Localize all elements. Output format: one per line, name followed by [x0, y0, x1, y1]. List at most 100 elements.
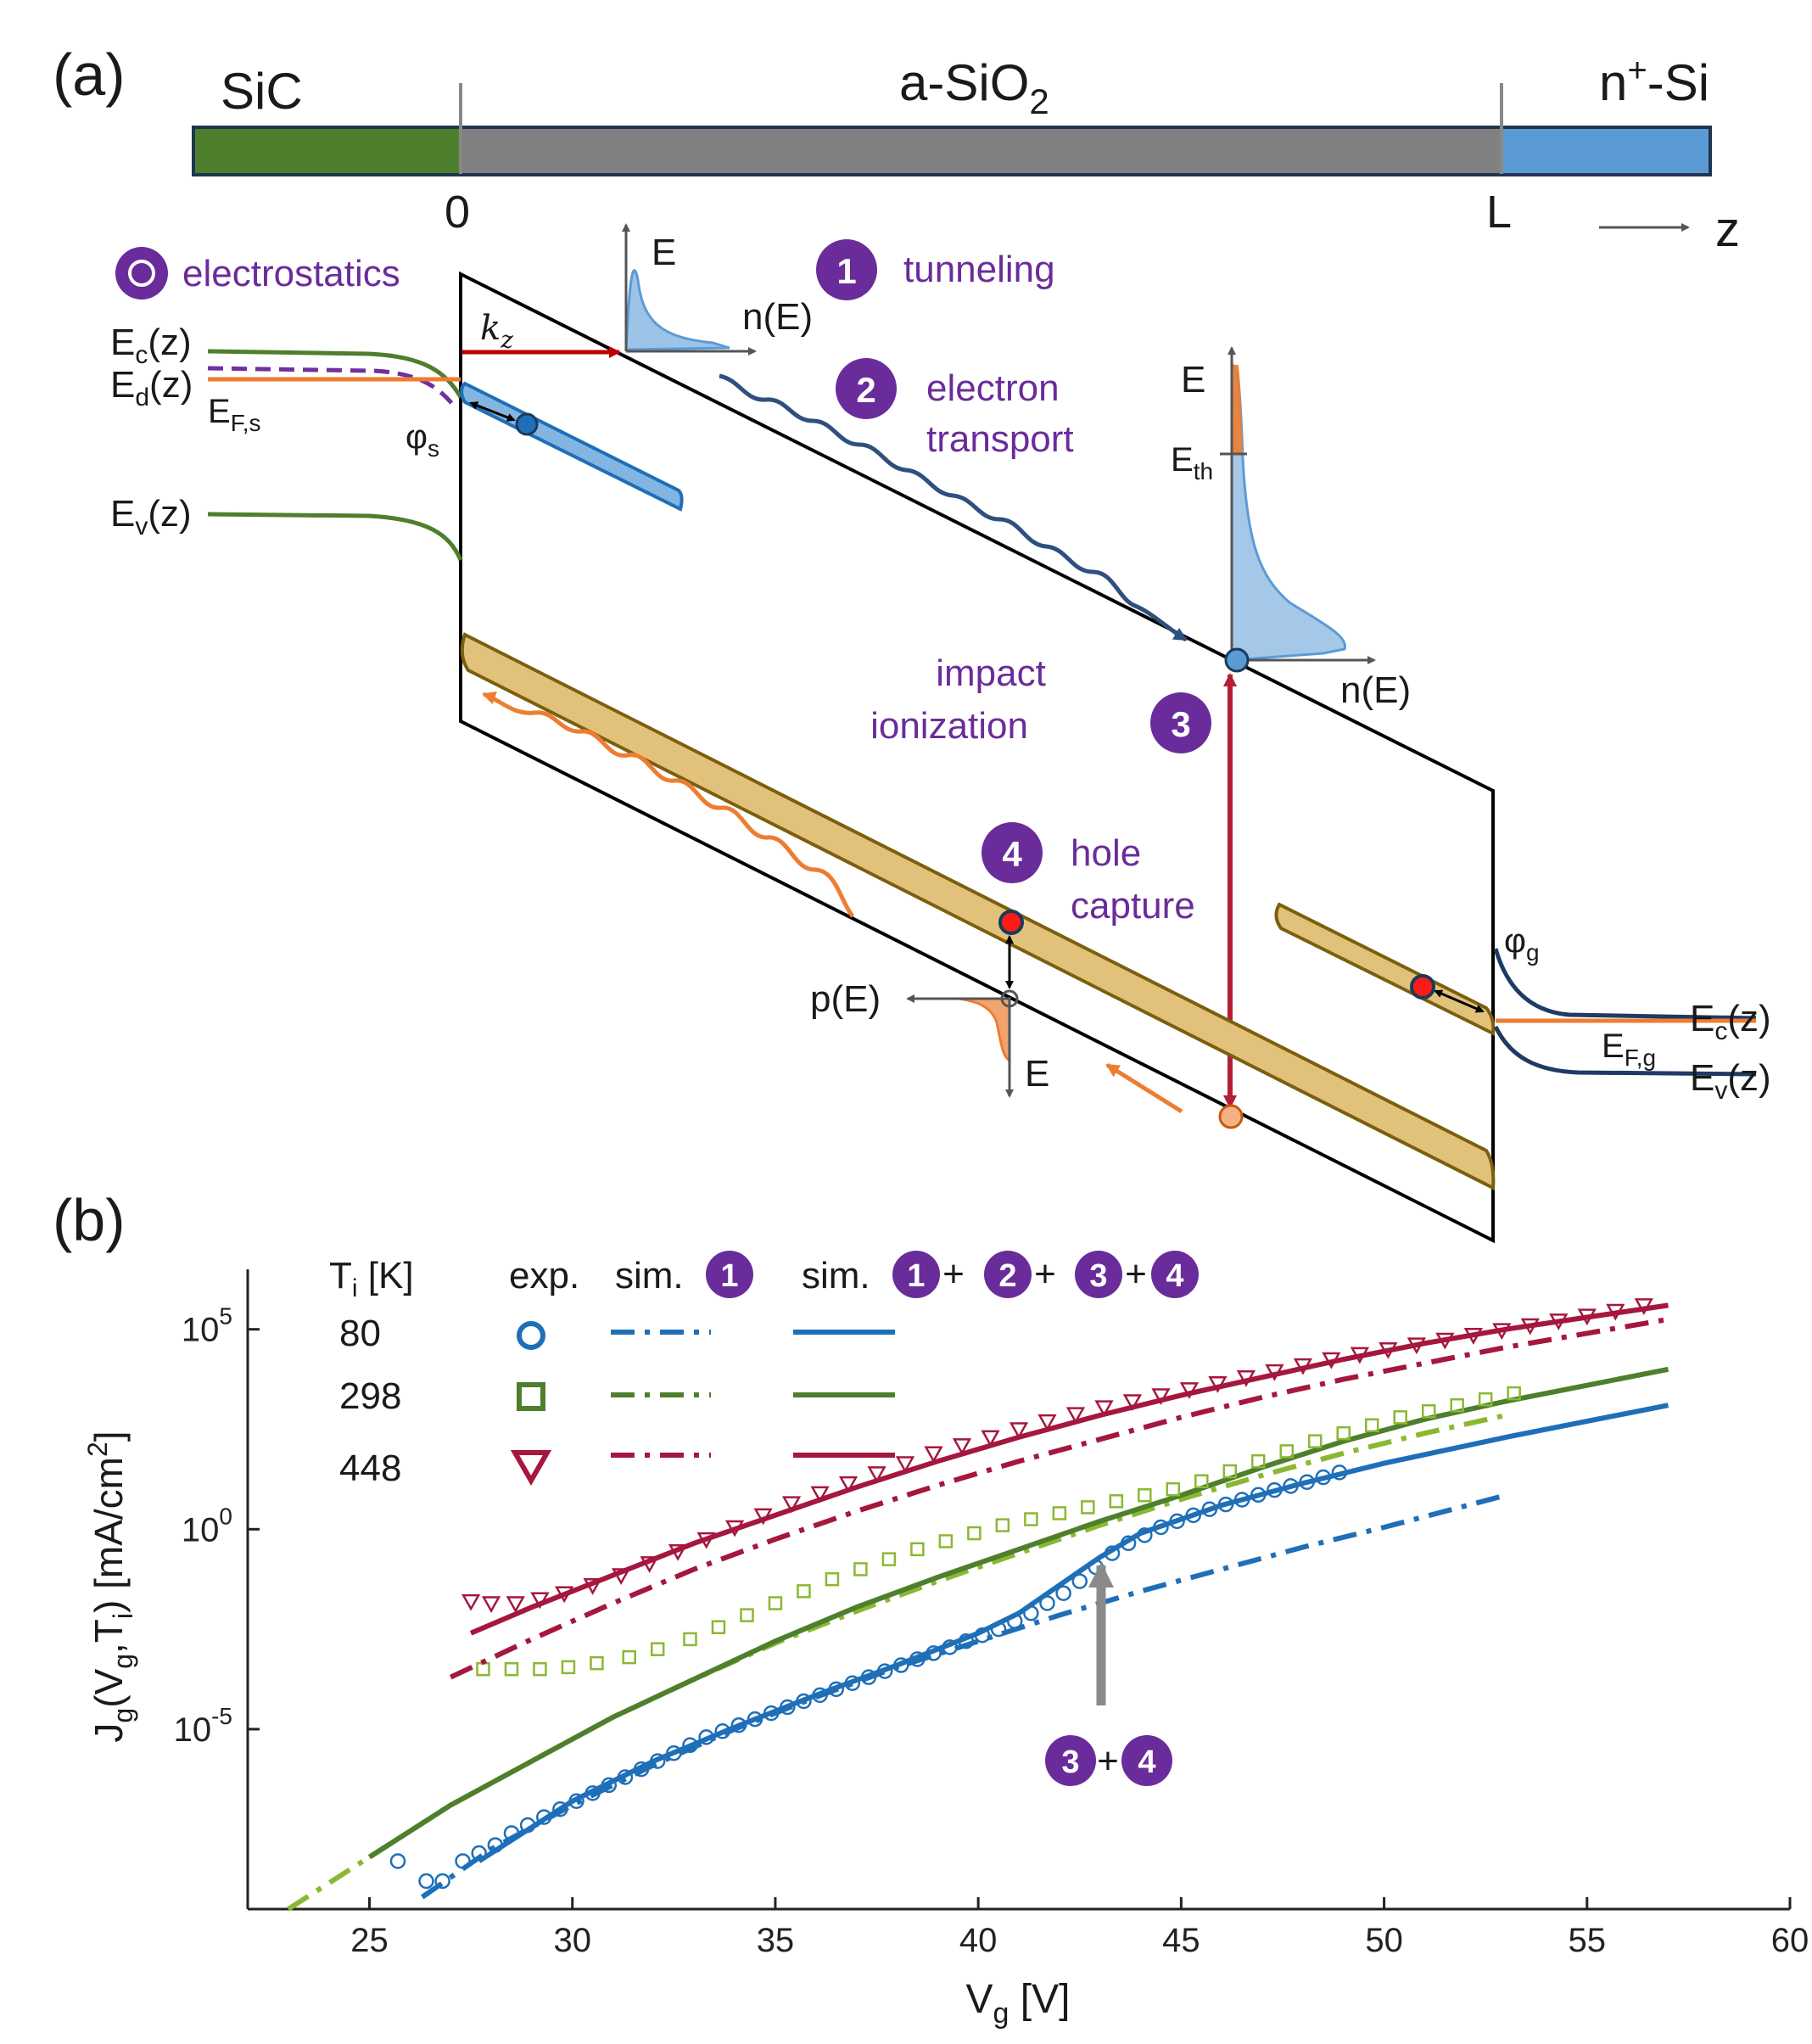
- exp-point: [601, 1777, 618, 1794]
- svg-text:capture: capture: [1071, 885, 1195, 927]
- exp-point: [1236, 1369, 1256, 1387]
- exp-point: [1055, 1585, 1071, 1601]
- exp-point: [590, 1655, 604, 1671]
- trapped-electron: [515, 412, 539, 436]
- exp-point: [753, 1508, 773, 1526]
- legend-temp-448: 448: [339, 1448, 401, 1489]
- exp-point: [1265, 1364, 1284, 1381]
- exp-point: [1006, 1613, 1023, 1629]
- exp-point: [640, 1556, 659, 1573]
- exp-point: [844, 1675, 861, 1691]
- sim-full-line: [478, 1403, 1669, 1863]
- exp-point: [633, 1761, 650, 1778]
- exp-point: [552, 1800, 568, 1817]
- exp-point: [812, 1687, 828, 1704]
- exp-point: [461, 1593, 481, 1611]
- svg-text:2: 2: [856, 370, 875, 410]
- x-tick-label: 55: [1569, 1922, 1607, 1959]
- exp-point: [867, 1466, 886, 1483]
- tunneling-e-label: E: [652, 232, 676, 273]
- oxide-label: a-SiO2: [899, 54, 1049, 121]
- svg-text:+: +: [1125, 1253, 1147, 1295]
- exp-point: [1315, 1469, 1332, 1486]
- exp-point: [668, 1543, 688, 1561]
- exp-point: [568, 1793, 584, 1810]
- sim-full-line: [469, 1302, 1669, 1636]
- exp-point: [895, 1456, 915, 1474]
- y-axis-label: Jg(Vg,Ti) [mA/cm2]: [82, 1431, 138, 1742]
- exp-point: [683, 1632, 697, 1647]
- exp-point: [1208, 1376, 1228, 1393]
- exp-point: [561, 1660, 576, 1675]
- exp-point: [1023, 1605, 1039, 1621]
- exp-point: [825, 1571, 840, 1587]
- mechanism-3: impact ionization 3: [870, 652, 1211, 753]
- exp-point: [724, 1520, 745, 1537]
- exp-point: [650, 1642, 665, 1656]
- panel-b-label: (b): [53, 1187, 126, 1253]
- svg-text:4: 4: [1166, 1258, 1183, 1294]
- exp-point: [910, 1542, 925, 1557]
- badge-2-icon: [836, 358, 897, 419]
- legend-sim1-header: sim.: [615, 1255, 684, 1296]
- hole-e-label: E: [1025, 1053, 1049, 1095]
- y-tick-label: 100: [182, 1503, 232, 1548]
- annotation-badge-4: [1121, 1735, 1172, 1786]
- mechanism-4: 4 hole capture: [982, 822, 1195, 927]
- exp-point: [893, 1657, 909, 1673]
- exp-point: [1450, 1397, 1464, 1413]
- left-ec-label: Ec(z): [110, 322, 192, 369]
- exp-point: [1233, 1492, 1250, 1508]
- exp-point: [418, 1873, 434, 1890]
- exp-point: [1507, 1386, 1521, 1401]
- exp-point: [1421, 1404, 1436, 1419]
- nsi-layer: [1500, 126, 1712, 176]
- svg-text:1: 1: [836, 251, 856, 291]
- y-ticks: 105 100 10-5: [174, 1303, 260, 1749]
- exp-point: [714, 1723, 731, 1739]
- near-interface-defect-band: [460, 381, 684, 512]
- exp-point: [797, 1584, 811, 1599]
- exp-point: [519, 1817, 536, 1834]
- legend-full-badge-4: [1151, 1251, 1199, 1298]
- exp-point: [530, 1592, 550, 1610]
- exp-point: [1549, 1313, 1569, 1330]
- exp-point: [698, 1729, 714, 1745]
- legend-marker-80: [517, 1321, 545, 1350]
- exp-point: [1024, 1512, 1038, 1526]
- legend: Ti [K] exp. sim. 1 sim. 1 + 2 + 3 + 4 80…: [329, 1251, 1199, 1489]
- sic-defect-level: [207, 366, 456, 407]
- axis-end-label: L: [1486, 187, 1512, 238]
- exp-point: [838, 1476, 858, 1493]
- exp-point: [711, 1620, 726, 1635]
- exp-point: [1407, 1337, 1426, 1355]
- exp-point: [909, 1651, 926, 1667]
- exp-point: [1065, 1407, 1086, 1425]
- exp-point: [1283, 1478, 1299, 1494]
- badge-3-icon: [1150, 692, 1211, 753]
- exp-point: [1217, 1496, 1234, 1513]
- sic-label: SiC: [221, 63, 303, 120]
- hole-distribution: [958, 997, 1011, 1063]
- exp-point: [666, 1744, 682, 1761]
- legend-exp-header: exp.: [509, 1255, 579, 1296]
- legend-full-badge-3: [1075, 1251, 1122, 1298]
- exp-point: [1037, 1414, 1057, 1431]
- exp-point: [481, 1596, 501, 1614]
- exp-point: [533, 1662, 547, 1677]
- exp-point: [1577, 1308, 1597, 1326]
- kz-label: kz: [480, 309, 513, 354]
- exp-point: [1166, 1481, 1181, 1497]
- exp-point: [1520, 1318, 1540, 1336]
- x-ticks: 25 30 35 40 45 50 55 60: [350, 1897, 1809, 1959]
- x-tick-label: 30: [553, 1922, 591, 1959]
- hole-pe-label: p(E): [810, 978, 881, 1020]
- svg-text:2: 2: [998, 1258, 1016, 1294]
- svg-text:3: 3: [1089, 1258, 1107, 1294]
- hot-e-label: E: [1181, 359, 1205, 400]
- above-threshold-tail: [1232, 365, 1243, 454]
- exp-point: [942, 1639, 958, 1655]
- left-ed-label: Ed(z): [110, 364, 193, 412]
- badge-1-icon: [816, 239, 877, 300]
